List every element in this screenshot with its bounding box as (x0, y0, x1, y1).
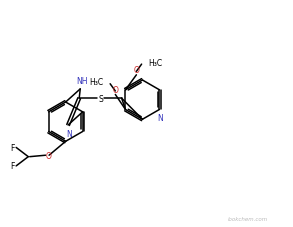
Text: S: S (98, 94, 103, 103)
Text: N: N (67, 129, 72, 138)
Text: F: F (10, 143, 15, 152)
Text: lookchem.com: lookchem.com (228, 216, 268, 221)
Text: O: O (134, 66, 139, 75)
Text: NH: NH (76, 77, 87, 86)
Text: F: F (10, 162, 15, 171)
Text: O: O (45, 151, 52, 160)
Text: N: N (157, 114, 163, 123)
Text: H₃C: H₃C (90, 78, 104, 87)
Text: O: O (113, 85, 118, 94)
Text: H₃C: H₃C (148, 58, 162, 67)
